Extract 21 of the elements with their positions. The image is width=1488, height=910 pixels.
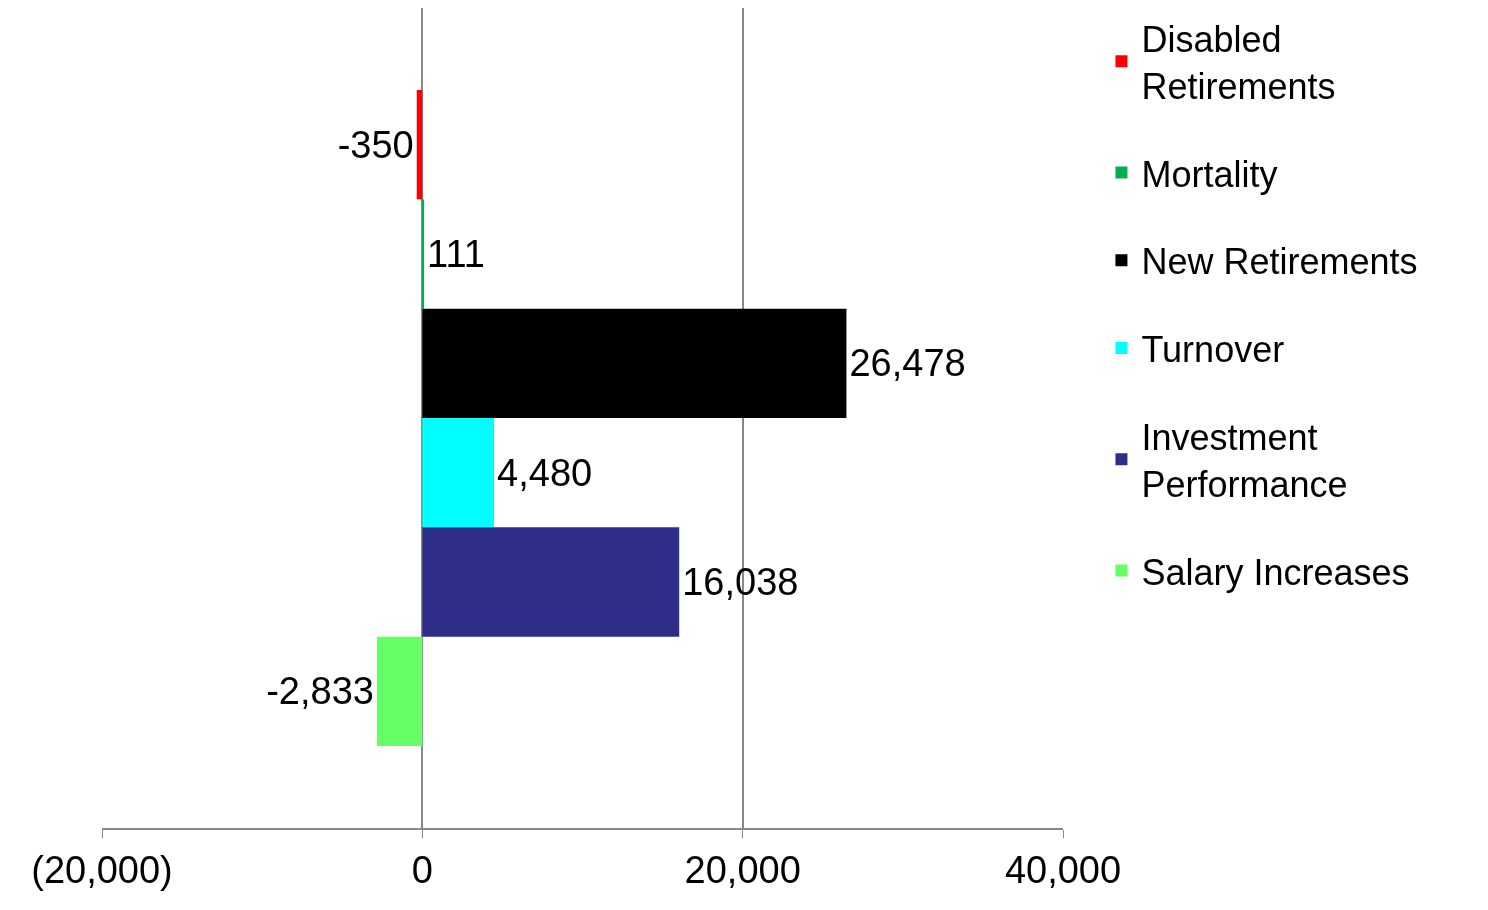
legend-label: Turnover xyxy=(1141,329,1285,371)
legend-label: Salary Increases xyxy=(1141,551,1410,593)
x-tick-label: 20,000 xyxy=(684,849,801,892)
legend-label: Investment Performance xyxy=(1141,416,1348,505)
data-label: 111 xyxy=(427,233,485,275)
legend-label: New Retirements xyxy=(1141,241,1418,283)
x-tick-label: 0 xyxy=(411,849,433,892)
bar xyxy=(422,199,425,309)
bar xyxy=(376,636,423,746)
bar xyxy=(422,418,495,528)
data-label: 26,478 xyxy=(849,342,966,385)
data-label: 4,480 xyxy=(497,451,593,494)
legend-label: Mortality xyxy=(1141,153,1278,195)
data-label: 16,038 xyxy=(682,561,799,603)
x-tick-label: 40,000 xyxy=(1004,849,1122,892)
data-label: -2,833 xyxy=(266,670,374,713)
bar xyxy=(422,308,847,418)
legend-label: Disabled Retirements xyxy=(1141,18,1336,107)
data-label: -350 xyxy=(337,123,414,166)
bar xyxy=(422,527,680,637)
x-tick-label: (20,000) xyxy=(31,849,173,892)
